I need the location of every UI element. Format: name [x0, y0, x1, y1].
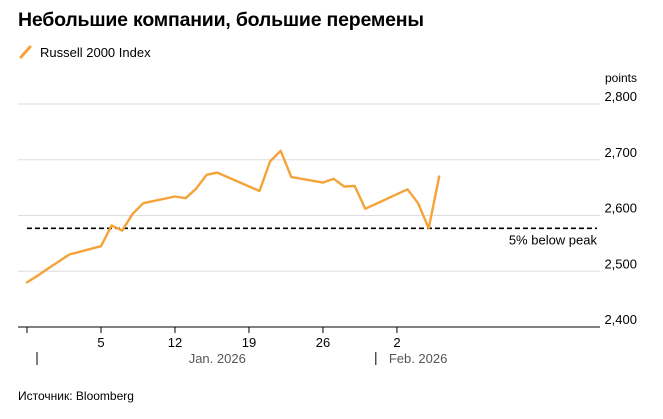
reference-line-group: 5% below peak	[27, 227, 598, 247]
data-point	[142, 202, 144, 204]
data-point	[269, 160, 271, 162]
series-line	[25, 149, 441, 284]
y-axis-labels: 2,400 2,500 2,600 2,700 2,800	[604, 89, 637, 327]
data-point	[195, 188, 197, 190]
y-tick-label: 2,500	[604, 256, 637, 271]
data-point	[353, 185, 355, 187]
data-point	[438, 175, 440, 177]
reference-line-label: 5% below peak	[509, 232, 598, 247]
data-point	[184, 197, 186, 199]
data-point	[343, 185, 345, 187]
data-point	[26, 281, 28, 283]
y-tick-label: 2,800	[604, 89, 637, 104]
x-month-label: Feb. 2026	[389, 351, 448, 366]
grid-lines	[18, 103, 600, 328]
data-point	[216, 171, 218, 173]
legend: Russell 2000 Index	[18, 44, 151, 60]
data-point	[427, 227, 429, 229]
data-point	[174, 195, 176, 197]
data-point	[332, 178, 334, 180]
y-tick-label: 2,600	[604, 201, 637, 216]
data-point	[364, 208, 366, 210]
series-group	[25, 149, 441, 284]
x-month-label: Jan. 2026	[189, 351, 246, 366]
data-point	[290, 176, 292, 178]
data-point	[110, 224, 112, 226]
data-point	[132, 213, 134, 215]
data-point	[279, 150, 281, 152]
x-tick-label: 19	[242, 335, 256, 350]
data-point	[36, 275, 38, 277]
data-point	[100, 245, 102, 247]
x-tick-label: 26	[316, 335, 330, 350]
x-axis: 5 12 19 26 2 Jan. 2026 Feb. 2026	[26, 327, 448, 366]
data-point	[205, 174, 207, 176]
y-tick-label: 2,400	[604, 312, 637, 327]
y-axis-unit: points	[605, 71, 637, 85]
data-point	[258, 190, 260, 192]
data-point	[417, 202, 419, 204]
x-tick-label: 5	[97, 335, 104, 350]
data-point	[47, 267, 49, 269]
data-point	[406, 188, 408, 190]
x-tick-label: 2	[393, 335, 400, 350]
data-point	[121, 229, 123, 231]
legend-label: Russell 2000 Index	[40, 44, 151, 60]
y-tick-label: 2,700	[604, 145, 637, 160]
x-tick-label: 12	[168, 335, 182, 350]
source-note: Источник: Bloomberg	[18, 389, 134, 403]
chart-title: Небольшие компании, большие перемены	[18, 9, 424, 31]
data-point	[322, 181, 324, 183]
data-point	[68, 253, 70, 255]
legend-swatch-icon	[19, 45, 32, 59]
